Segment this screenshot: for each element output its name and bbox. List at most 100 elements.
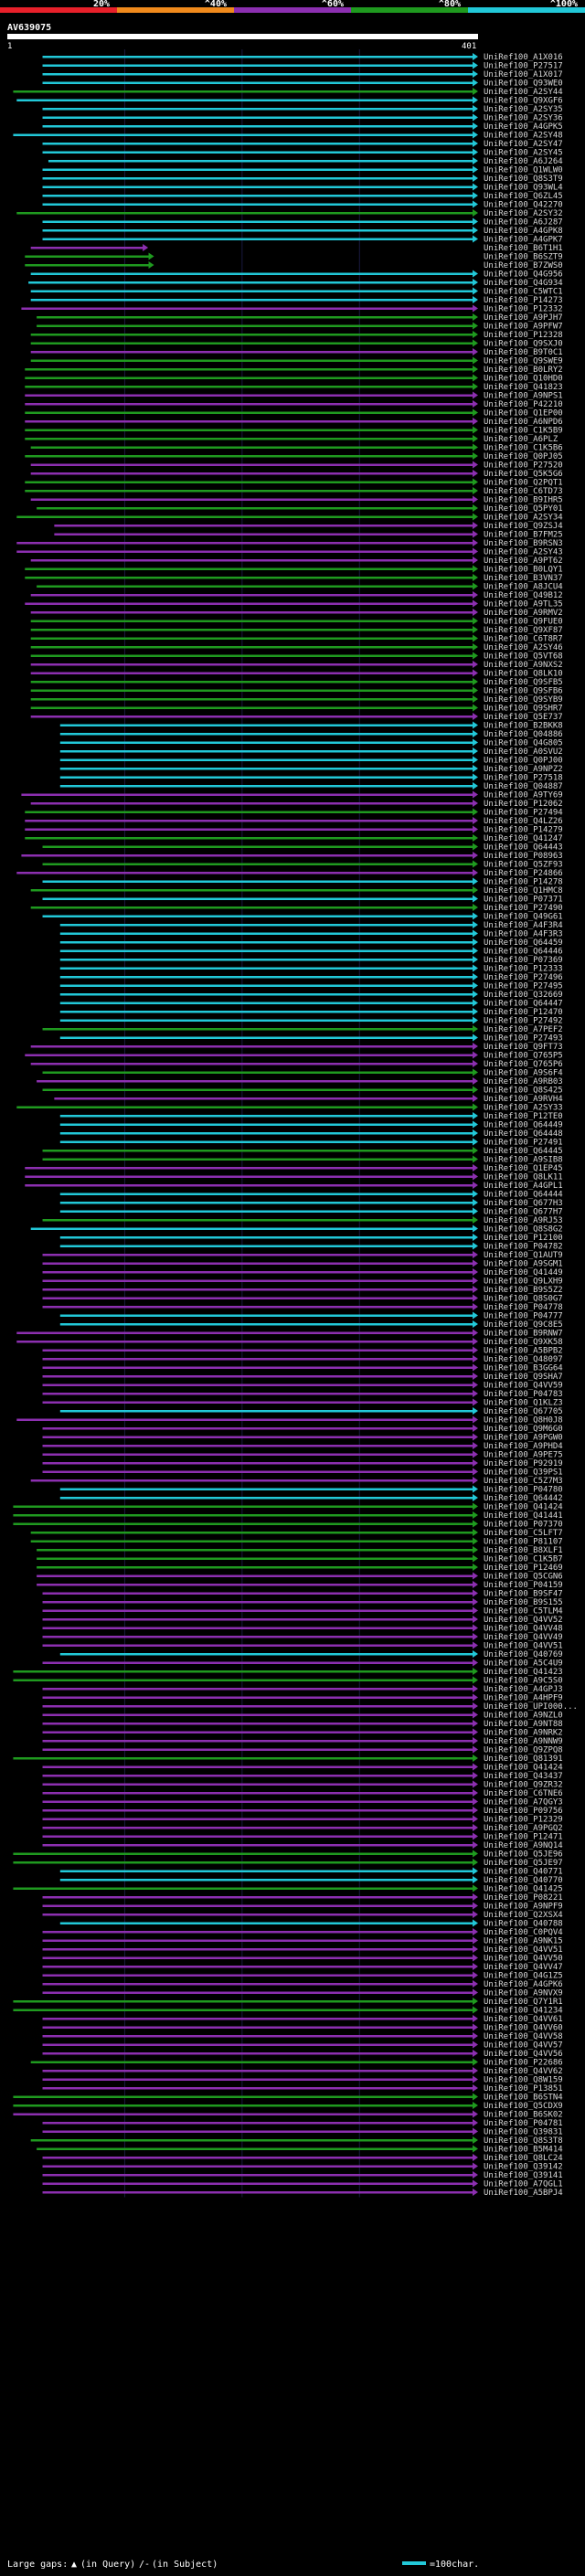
hit-arrow-icon xyxy=(473,782,478,790)
hit-arrow-icon xyxy=(473,1884,478,1892)
hit-label: UniRef100_B9RNW7 xyxy=(484,1330,563,1339)
hit-arrow-icon xyxy=(473,418,478,425)
hit-arrow-icon xyxy=(473,408,478,417)
hit-bar xyxy=(13,1670,473,1673)
hit-label: UniRef100_A9NRK2 xyxy=(484,1729,563,1738)
hit-label: UniRef100_Q8LC24 xyxy=(484,2154,563,2163)
hit-arrow-icon xyxy=(473,1945,478,1953)
hit-label: UniRef100_Q9SHA7 xyxy=(484,1373,563,1382)
hit-bar xyxy=(37,507,473,510)
hit-arrow-icon xyxy=(473,313,478,321)
hit-label: UniRef100_P04783 xyxy=(484,1390,563,1399)
hit-bar xyxy=(42,1601,473,1604)
hit-arrow-icon xyxy=(473,904,478,911)
hit-bar xyxy=(13,1861,473,1864)
hit-arrow-icon xyxy=(148,261,154,269)
hit-bar xyxy=(42,143,473,145)
hit-arrow-icon xyxy=(473,1216,478,1224)
hit-arrow-icon xyxy=(473,1911,478,1918)
hit-arrow-icon xyxy=(473,634,478,642)
hit-arrow-icon xyxy=(473,209,478,217)
hit-bar xyxy=(25,264,150,267)
hit-label: UniRef100_A2SY44 xyxy=(484,88,563,97)
hit-bar xyxy=(42,238,473,240)
hit-bar xyxy=(30,2061,473,2063)
hit-label: UniRef100_Q43437 xyxy=(484,1772,563,1781)
hit-arrow-icon xyxy=(473,1554,478,1563)
hit-arrow-icon xyxy=(473,756,478,764)
hit-arrow-icon xyxy=(473,435,478,442)
hit-arrow-icon xyxy=(473,70,478,78)
hit-bar xyxy=(42,1723,473,1725)
hit-arrow-icon xyxy=(473,938,478,946)
hit-bar xyxy=(42,1991,473,1994)
hit-arrow-icon xyxy=(473,1138,478,1146)
hit-label: UniRef100_P14273 xyxy=(484,296,563,305)
hit-arrow-icon xyxy=(473,1641,478,1649)
hit-bar xyxy=(30,247,144,249)
hit-bar xyxy=(42,863,473,865)
hit-label: UniRef100_P12100 xyxy=(484,1234,563,1243)
hit-bar xyxy=(59,1245,473,1247)
hit-arrow-icon xyxy=(473,1572,478,1580)
hit-bar xyxy=(59,724,473,726)
scale-label: ^100% xyxy=(550,0,578,9)
hit-arrow-icon xyxy=(473,643,478,651)
hit-label: UniRef100_C6TD73 xyxy=(484,487,563,496)
hit-label: UniRef100_Q5JE96 xyxy=(484,1850,563,1860)
hit-bar xyxy=(30,637,473,640)
hit-bar xyxy=(37,585,473,588)
hit-arrow-icon xyxy=(473,470,478,477)
hit-arrow-icon xyxy=(473,1398,478,1406)
hit-arrow-icon xyxy=(473,88,478,95)
hit-bar xyxy=(30,663,473,666)
hit-label: UniRef100_Q765P6 xyxy=(484,1060,563,1069)
scale-label: ^40% xyxy=(205,0,227,9)
hit-bar xyxy=(30,1063,473,1065)
scale-segment xyxy=(468,7,585,13)
hit-label: UniRef100_A6J287 xyxy=(484,218,563,228)
hit-bar xyxy=(42,168,473,171)
hit-label: UniRef100_B9S5Z2 xyxy=(484,1286,563,1295)
hit-label: UniRef100_P27520 xyxy=(484,461,563,471)
hit-label: UniRef100_P27518 xyxy=(484,774,563,783)
hit-label: UniRef100_Q93WE0 xyxy=(484,80,563,89)
hit-arrow-icon xyxy=(473,2110,478,2118)
hit-bar xyxy=(30,1227,473,1230)
hit-bar xyxy=(30,689,473,692)
hit-bar xyxy=(42,1974,473,1977)
hit-label: UniRef100_Q39831 xyxy=(484,2128,563,2137)
hit-label: UniRef100_Q9SWE9 xyxy=(484,357,563,366)
hit-label: UniRef100_A4GPK7 xyxy=(484,236,563,245)
hit-label: UniRef100_P04781 xyxy=(484,2119,563,2128)
hit-bar xyxy=(42,1401,473,1404)
hit-bar xyxy=(30,334,473,336)
hit-label: UniRef100_Q5K5G6 xyxy=(484,470,563,479)
hit-arrow-icon xyxy=(473,487,478,494)
hit-label: UniRef100_A9RB03 xyxy=(484,1077,563,1087)
hit-arrow-icon xyxy=(473,495,478,504)
hit-label: UniRef100_Q5CDX9 xyxy=(484,2102,563,2111)
hit-bar xyxy=(59,785,473,788)
hit-bar xyxy=(42,1775,473,1777)
hit-bar xyxy=(30,1540,473,1542)
hit-label: UniRef100_P04159 xyxy=(484,1581,563,1590)
hit-bar xyxy=(25,1054,473,1056)
hit-bar xyxy=(42,897,473,900)
hit-arrow-icon xyxy=(473,1277,478,1285)
hit-arrow-icon xyxy=(473,235,478,243)
hit-arrow-icon xyxy=(473,1164,478,1171)
hit-label: UniRef100_A2SY35 xyxy=(484,105,563,114)
hit-label: UniRef100_P07370 xyxy=(484,1521,563,1530)
hit-label: UniRef100_Q4G934 xyxy=(484,279,563,288)
hit-bar xyxy=(59,1019,473,1022)
hit-arrow-icon xyxy=(473,1077,478,1085)
hit-label: UniRef100_A9SIB8 xyxy=(484,1156,563,1165)
scale-segment xyxy=(117,7,234,13)
hit-bar xyxy=(25,1184,473,1187)
hit-bar xyxy=(42,1262,473,1265)
hit-label: UniRef100_Q41234 xyxy=(484,2007,563,2016)
hit-label: UniRef100_B8XLF1 xyxy=(484,1546,563,1555)
hit-label: UniRef100_A7QGL1 xyxy=(484,2180,563,2189)
hit-bar xyxy=(59,1922,473,1924)
